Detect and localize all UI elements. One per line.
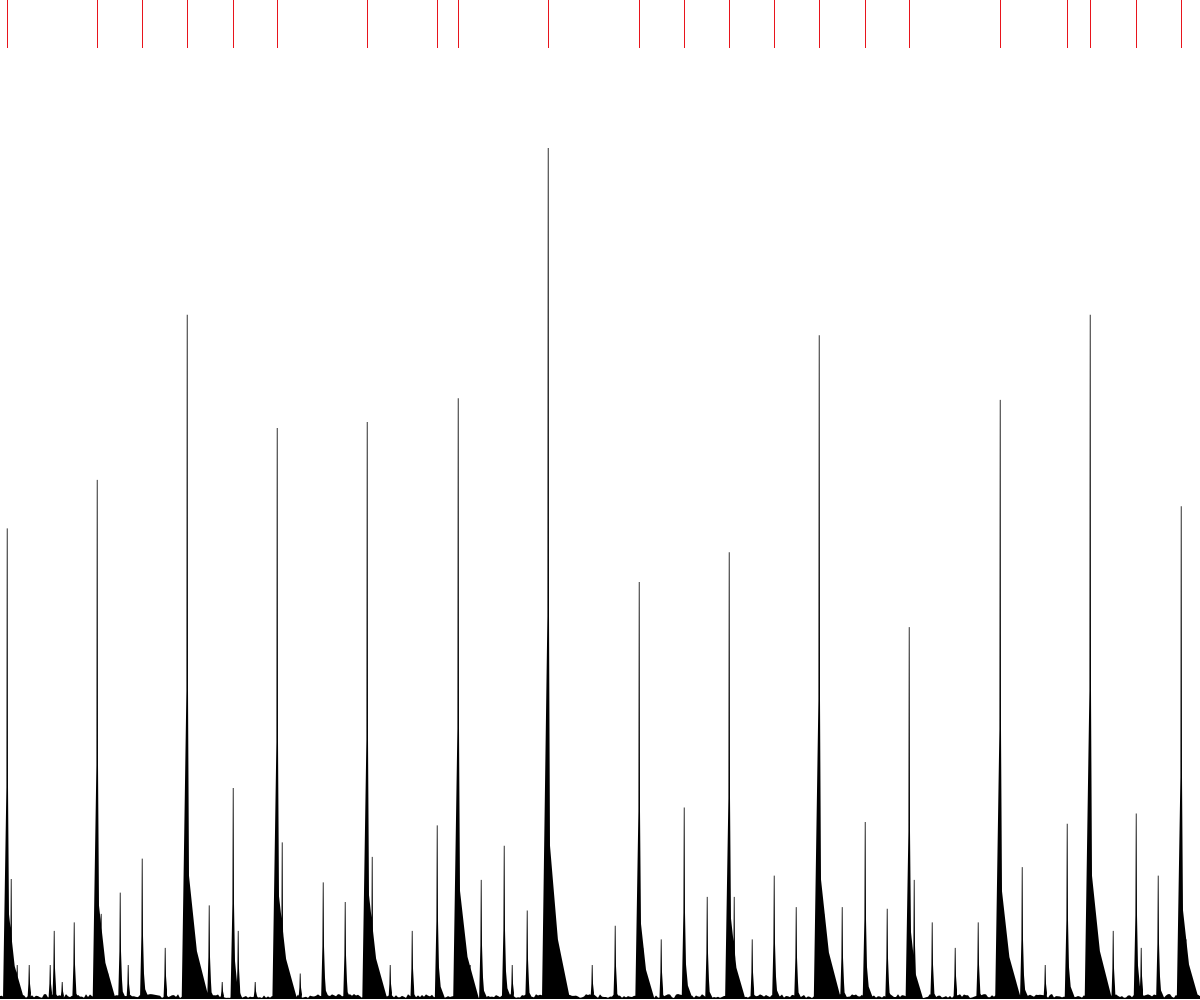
signal-peak [279, 842, 290, 999]
signal-peak [321, 882, 330, 999]
signal-peak [3, 528, 25, 999]
signal-peak [236, 930, 243, 999]
signal-peak [27, 965, 33, 999]
signal-peak [140, 858, 150, 999]
signal-peak [590, 965, 596, 999]
signal-peak [48, 965, 54, 999]
signal-peak [525, 910, 533, 999]
signal-peak [434, 825, 446, 999]
signal-peak [453, 398, 479, 999]
signal-peak [641, 947, 648, 999]
signal-peak [725, 552, 746, 999]
signal-peak [1002, 947, 1009, 999]
signal-peak [479, 879, 488, 999]
signal-peak [272, 428, 298, 999]
signal-peak [551, 947, 558, 999]
signal-peak [772, 875, 781, 999]
signal-peak [976, 922, 984, 999]
signal-peak [1092, 939, 1099, 999]
signal-peak [468, 965, 474, 999]
signal-peak [15, 965, 21, 999]
signal-peak [822, 913, 830, 999]
signal-peak [60, 982, 66, 999]
signal-peak [362, 422, 388, 999]
onset-markers [7, 0, 1182, 48]
signal-peak [1133, 813, 1145, 999]
signal-peak [190, 947, 197, 999]
signal-peak [794, 907, 802, 999]
signal-peak [1064, 823, 1076, 999]
signal-peak [750, 939, 757, 999]
signal-peak [1176, 506, 1199, 999]
signal-peak [163, 947, 170, 999]
signal-peak [99, 913, 107, 999]
signal-peak [542, 148, 570, 999]
signal-peak [862, 822, 874, 999]
signal-peak [207, 905, 215, 999]
signal-peak [501, 845, 512, 999]
signal-peak [253, 982, 259, 999]
signal-peak [1020, 867, 1029, 999]
signal-peak [840, 907, 848, 999]
signal-peak [732, 896, 741, 999]
signal-peak [181, 314, 209, 999]
signal-peak [72, 922, 80, 999]
signal-peak [343, 902, 351, 999]
signal-peak [388, 965, 394, 999]
signal-peak [118, 892, 127, 999]
signal-peak [106, 973, 112, 999]
signal-peak [52, 930, 59, 999]
signal-peak [126, 965, 132, 999]
signal-peak [9, 879, 18, 999]
signal-peak [1184, 939, 1191, 999]
signal-peak [905, 627, 924, 999]
signal-peak [953, 947, 960, 999]
signal-spikes [3, 148, 1199, 999]
signal-peak [460, 947, 467, 999]
signal-peak [705, 896, 714, 999]
signal-peak [813, 335, 841, 999]
signal-peak [635, 582, 655, 999]
signal-peak [92, 479, 116, 999]
signal-peak [510, 965, 516, 999]
signal-peak [410, 930, 417, 999]
signal-peak [369, 856, 380, 999]
signal-peak [220, 982, 226, 999]
signal-peak [1139, 947, 1146, 999]
signal-peak [230, 788, 243, 999]
signal-peak [1111, 930, 1118, 999]
signal-peak [912, 879, 921, 999]
signal-peak [613, 925, 621, 999]
signal-peak [995, 399, 1021, 999]
signal-peak [681, 807, 693, 999]
signal-peak [1156, 875, 1165, 999]
signal-peak [1084, 314, 1112, 999]
signal-peak [659, 939, 666, 999]
signal-peak [1043, 965, 1049, 999]
signal-peak [885, 908, 893, 999]
signal-peak [930, 922, 938, 999]
signal-peak [298, 973, 304, 999]
